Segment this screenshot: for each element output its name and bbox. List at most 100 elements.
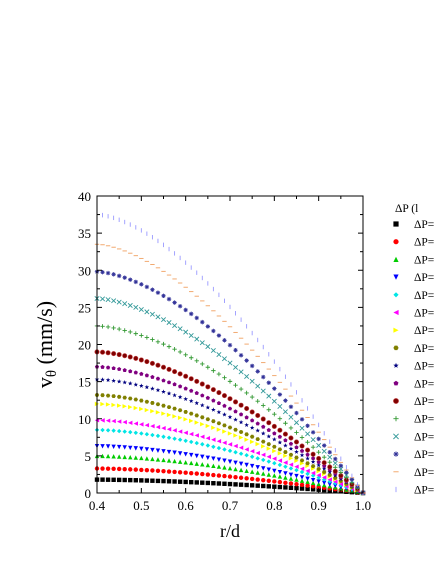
data-point [183,452,188,457]
data-point [310,444,316,450]
data-point [299,417,305,422]
data-point [266,467,271,472]
data-point [327,464,333,470]
data-point [244,374,250,380]
data-point [166,479,172,484]
y-tick-label: 20 [78,338,91,353]
data-point [249,463,255,469]
data-point [266,454,271,459]
data-point [272,461,277,466]
data-point [293,420,300,426]
series-8 [94,393,366,495]
data-point [122,419,127,425]
data-point [271,423,277,429]
data-point [100,324,105,329]
data-point [155,387,161,393]
data-point [261,374,266,380]
data-point [294,430,299,435]
data-point [200,442,205,447]
data-point [393,416,399,422]
data-point [105,270,111,276]
series-9 [94,376,366,495]
data-point [128,477,133,483]
data-point [144,432,150,437]
data-point [183,307,188,313]
data-point [288,472,294,477]
data-point [172,458,177,464]
data-point [194,358,199,364]
data-point [244,358,249,363]
data-point [283,438,288,443]
data-point [111,466,116,471]
data-point [200,393,205,398]
data-point [249,476,255,482]
data-point [227,360,233,366]
data-point [139,467,144,473]
data-point [177,459,183,464]
data-point [333,483,338,489]
data-point [144,407,150,413]
data-point [283,480,288,485]
data-point [194,471,199,476]
legend-label: ΔP= [414,308,434,320]
data-point [183,396,188,401]
data-point [116,273,122,279]
data-point [333,465,338,470]
data-point [111,298,117,304]
data-point [144,384,150,390]
data-point [155,424,161,430]
data-point [128,396,133,401]
data-point [222,481,227,486]
data-point [305,461,310,466]
data-point [161,468,166,474]
data-point [393,256,399,262]
data-point [150,432,155,438]
data-point [266,442,271,447]
data-point [216,427,222,432]
data-point [144,423,150,428]
data-point [244,422,249,427]
data-point [116,379,122,384]
data-point [194,336,200,342]
data-point [205,365,211,370]
legend-item: ΔP= [393,219,434,231]
legend-label: ΔP= [414,396,434,408]
y-tick-label: 15 [78,375,91,390]
data-point [222,473,227,479]
data-point [288,462,294,467]
data-point [177,437,183,442]
y-tick-label: 0 [85,486,92,501]
data-point [344,470,349,475]
data-point [178,384,183,389]
data-point [100,444,105,449]
data-point [233,443,238,449]
data-point [155,376,161,381]
data-point [166,469,172,474]
data-point [222,403,227,408]
data-point [332,460,338,466]
data-point [150,478,155,483]
data-point [199,381,205,387]
data-point [293,439,299,445]
data-point [149,311,155,317]
data-point [133,430,138,435]
data-point [327,482,332,487]
data-point [316,473,321,478]
data-point [222,412,227,417]
data-point [166,427,172,432]
legend-item: ΔP= [393,325,434,337]
data-point [249,425,255,430]
data-point [194,378,200,384]
x-tick-label: 0.4 [89,498,106,513]
data-point [238,369,244,375]
data-point [139,282,144,287]
data-point [139,478,144,483]
legend-label: ΔP= [414,378,434,390]
data-point [155,339,161,344]
data-point [177,479,183,484]
data-point [299,482,305,488]
data-point [233,347,238,353]
data-point [166,391,172,396]
data-point [177,326,183,332]
data-point [216,457,222,462]
